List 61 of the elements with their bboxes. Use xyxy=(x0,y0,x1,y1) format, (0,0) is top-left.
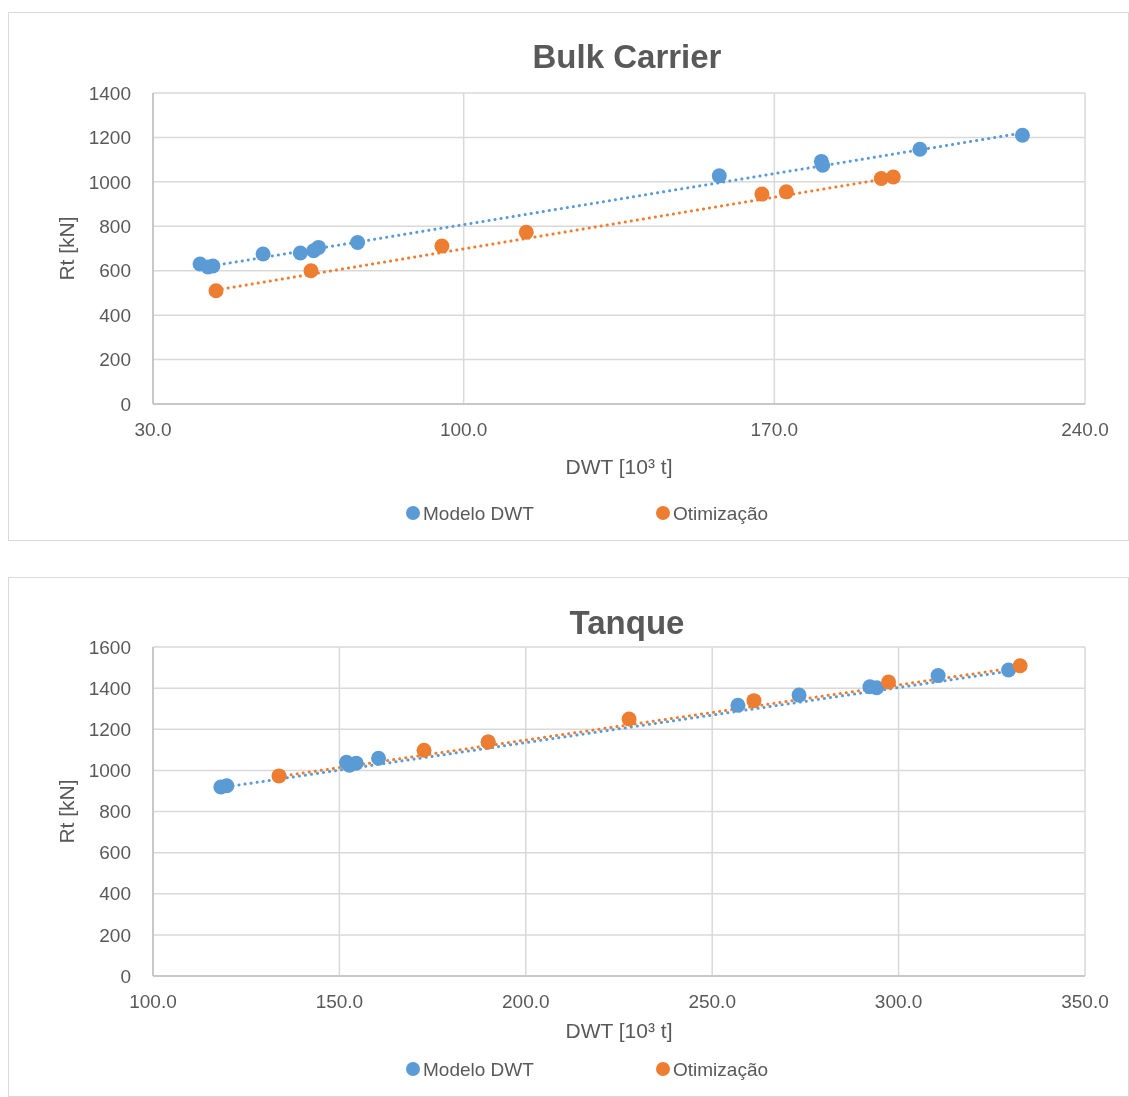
point xyxy=(621,711,637,727)
point xyxy=(754,186,770,202)
chart-title: Bulk Carrier xyxy=(532,38,722,75)
point xyxy=(885,169,901,185)
x-tick-label: 240.0 xyxy=(1061,419,1109,440)
y-tick-label: 1600 xyxy=(88,636,131,658)
y-tick-label: 800 xyxy=(99,801,131,823)
point xyxy=(208,283,224,299)
y-tick-label: 200 xyxy=(99,349,131,371)
point xyxy=(350,235,366,250)
legend-label: Otimização xyxy=(673,502,769,524)
legend-label: Modelo DWT xyxy=(423,502,535,524)
y-tick-label: 1000 xyxy=(88,171,131,193)
point xyxy=(292,245,308,261)
y-tick-label: 400 xyxy=(99,883,131,905)
y-tick-label: 1400 xyxy=(88,82,131,104)
x-tick-label: 150.0 xyxy=(315,991,364,1012)
y-tick-label: 0 xyxy=(120,393,131,415)
y-tick-label: 600 xyxy=(99,260,131,282)
y-tick-label: 1200 xyxy=(88,127,131,149)
x-tick-label: 170.0 xyxy=(750,419,799,440)
y-tick-label: 800 xyxy=(99,215,131,237)
y-axis-title: Rt [kN] xyxy=(55,216,78,281)
point xyxy=(930,668,946,684)
point xyxy=(371,750,387,766)
point xyxy=(255,246,271,262)
point xyxy=(778,184,794,200)
point xyxy=(711,168,727,184)
x-axis-title: DWT [10³ t] xyxy=(565,1019,673,1042)
y-axis-title: Rt [kN] xyxy=(55,779,78,844)
y-tick-label: 200 xyxy=(99,924,131,946)
point xyxy=(881,674,897,690)
y-tick-label: 400 xyxy=(99,304,131,326)
point xyxy=(416,742,432,758)
y-tick-label: 1000 xyxy=(88,760,131,782)
chart-title: Tanque xyxy=(569,604,685,641)
point xyxy=(518,224,534,240)
y-tick-label: 0 xyxy=(120,965,131,987)
x-tick-label: 100.0 xyxy=(129,991,177,1012)
x-tick-label: 30.0 xyxy=(134,419,172,440)
point xyxy=(303,263,319,279)
point xyxy=(791,687,807,703)
legend-label: Otimização xyxy=(673,1058,769,1080)
x-axis-title: DWT [10³ t] xyxy=(565,455,673,478)
y-tick-label: 1400 xyxy=(88,677,131,699)
point xyxy=(912,141,928,157)
x-tick-label: 300.0 xyxy=(874,991,923,1012)
point xyxy=(311,239,327,255)
point xyxy=(1012,658,1028,674)
point xyxy=(730,697,746,713)
point xyxy=(271,768,287,784)
y-tick-label: 600 xyxy=(99,842,131,864)
y-tick-label: 1200 xyxy=(88,718,131,740)
legend-label: Modelo DWT xyxy=(423,1058,535,1080)
x-tick-label: 100.0 xyxy=(439,419,488,440)
x-tick-label: 200.0 xyxy=(502,991,550,1012)
point xyxy=(1014,127,1030,143)
point xyxy=(434,238,450,254)
x-tick-label: 350.0 xyxy=(1061,991,1109,1012)
x-tick-label: 250.0 xyxy=(688,991,736,1012)
point xyxy=(746,693,762,709)
